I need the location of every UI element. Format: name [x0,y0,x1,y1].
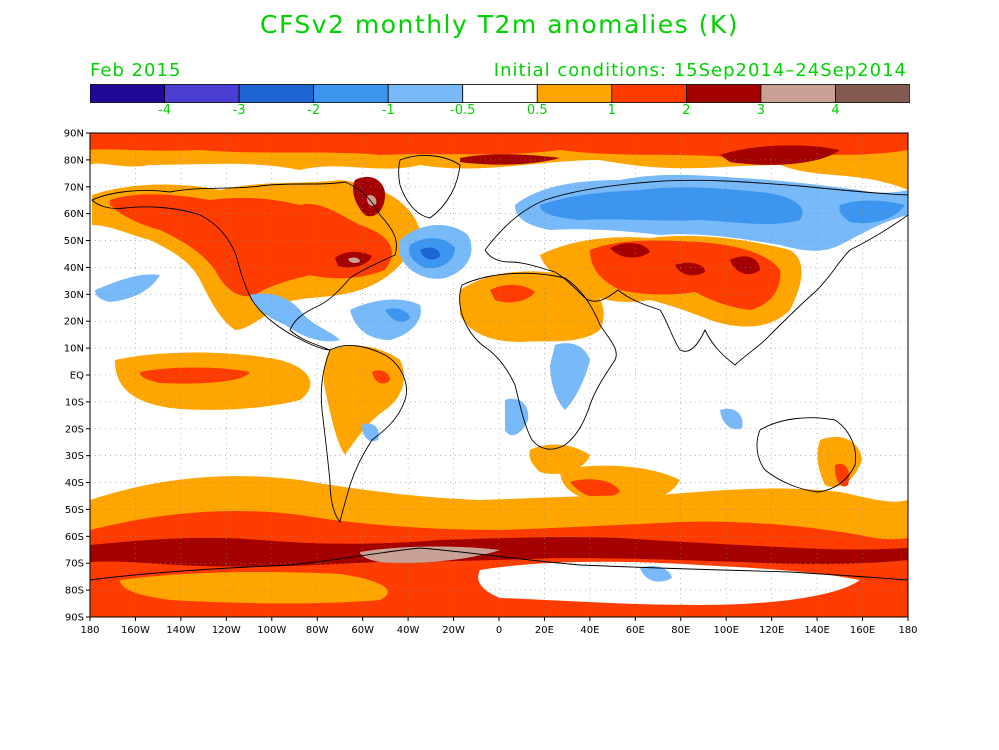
colorbar-labels: -4 -3 -2 -1 -0.5 0.5 1 2 3 4 [90,103,910,123]
longitude-label: 120W [212,625,241,636]
latitude-label: 80N [64,155,84,166]
longitude-label: 20W [442,625,465,636]
anomaly-region-south-africa-orange [529,444,590,475]
longitude-label: 80E [671,625,690,636]
anomaly-region-asia-darkred-1 [610,243,650,258]
anomaly-region-atlantic-cold-core [420,247,440,260]
anomaly-region-samerica-red [372,370,390,384]
longitude-label: 40W [397,625,420,636]
anomaly-region-eurasia-cool-core [540,187,803,225]
longitude-label: 80W [306,625,329,636]
longitude-label: 160E [850,625,875,636]
anomaly-region-indian-cool [720,408,743,430]
latitude-label: 30S [65,451,84,462]
longitude-label: 120E [759,625,784,636]
longitude-labels: 180 160W 140W 120W 100W 80W 60W 40W 20W 0 20E 40E 60… [80,625,917,636]
colorbar-label: 2 [682,103,691,118]
anomaly-region-siberia-cool-core [839,200,905,224]
map-title: CFSv2 monthly T2m anomalies (K) [260,10,739,39]
anomaly-region-asia-red [590,240,781,310]
anomaly-region-mexico-cool [250,293,340,342]
anomaly-region-southern-ocean-darkred [90,537,908,567]
anomaly-region-sahara-orange [460,271,604,342]
anomaly-region-antarctica-cool [640,566,672,582]
anomaly-region-arctic-darkred-2 [460,154,560,165]
latitude-label: 70S [65,559,84,570]
latitude-label: 40N [64,263,84,274]
anomaly-region-pacific-cool [95,274,160,302]
anomaly-region-australia-east-orange [817,436,862,488]
longitude-label: 180 [80,625,99,636]
longitude-label: 60E [626,625,645,636]
colorbar-label: 1 [607,103,616,118]
anomaly-region-central-africa-cool [505,398,529,436]
latitude-label: 60S [65,532,84,543]
coastline-south-america [320,344,407,523]
latitude-label: EQ [70,371,84,382]
colorbar-label: -2 [307,103,321,118]
colorbar-label: -0.5 [450,103,476,118]
colorbar-label: 0.5 [526,103,548,118]
latitude-label: 20S [65,424,84,435]
anomaly-region-australia-east-red [834,463,850,487]
anomaly-region-east-africa-cool [550,343,590,410]
longitude-label: 0 [496,625,502,636]
colorbar-swatch [835,84,910,103]
anomaly-region-samerica-cool [362,423,379,442]
latitude-label: 70N [64,182,84,193]
longitude-label: 40E [580,625,599,636]
latitude-label: 40S [65,478,84,489]
coastline-africa [459,272,617,450]
colorbar-label: -4 [158,103,172,118]
coastline-australia [756,417,857,493]
anomaly-region-subtropical-atlantic-core [385,308,410,322]
anomaly-region-subtropical-atlantic-cool [350,299,421,340]
latitude-label: 50S [65,505,84,516]
latitude-label: 10N [64,344,84,355]
colorbar-label: -1 [381,103,395,118]
longitude-label: 100W [257,625,286,636]
longitude-label: 140W [166,625,195,636]
map-gridlines [90,133,908,617]
longitude-label: 60W [351,625,374,636]
coastline-north-america [91,181,397,351]
longitude-label: 100E [714,625,739,636]
anomaly-region-eq-pacific-red [140,367,250,384]
latitude-label: 90N [64,129,84,140]
colorbar-label: 4 [831,103,840,118]
anomaly-region-namerica-red [110,194,392,297]
latitude-label: 20N [64,317,84,328]
latitude-labels: 90N 80N 70N 60N 50N 40N 30N 20N 10N EQ 10S 20S 30S 40… [64,129,84,624]
colorbar [90,84,910,103]
longitude-label: 140E [804,625,829,636]
anomaly-region-asia-darkred-2 [675,262,705,276]
anomaly-region-antarctica-orange [120,572,388,604]
valid-month: Feb 2015 [90,60,182,81]
anomaly-region-great-lakes-peak [348,257,360,263]
longitude-label: 20E [535,625,554,636]
coastline-eurasia [484,179,908,366]
longitude-label: 180 [898,625,917,636]
coastline-antarctica [90,547,908,581]
colorbar-label: -3 [232,103,246,118]
longitude-label: 160W [121,625,150,636]
latitude-label: 10S [65,397,84,408]
latitude-label: 60N [64,209,84,220]
anomaly-region-antarctica-white [478,561,860,605]
anomaly-region-arctic-red [90,133,908,158]
anomaly-region-south-indian-red [570,479,620,498]
coastline-greenland [398,155,461,219]
axis-ticks [86,132,909,621]
anomaly-region-hudson-peak [366,195,377,206]
anomaly-region-asia-darkred-3 [730,256,760,275]
latitude-label: 90S [65,613,84,624]
initial-conditions: Initial conditions: 15Sep2014–24Sep2014 [493,60,907,81]
colorbar-label: 3 [756,103,766,118]
coastlines [90,155,908,581]
latitude-label: 50N [64,236,84,247]
anomaly-region-sahara-red [490,284,535,303]
latitude-label: 30N [64,290,84,301]
latitude-label: 80S [65,586,84,597]
